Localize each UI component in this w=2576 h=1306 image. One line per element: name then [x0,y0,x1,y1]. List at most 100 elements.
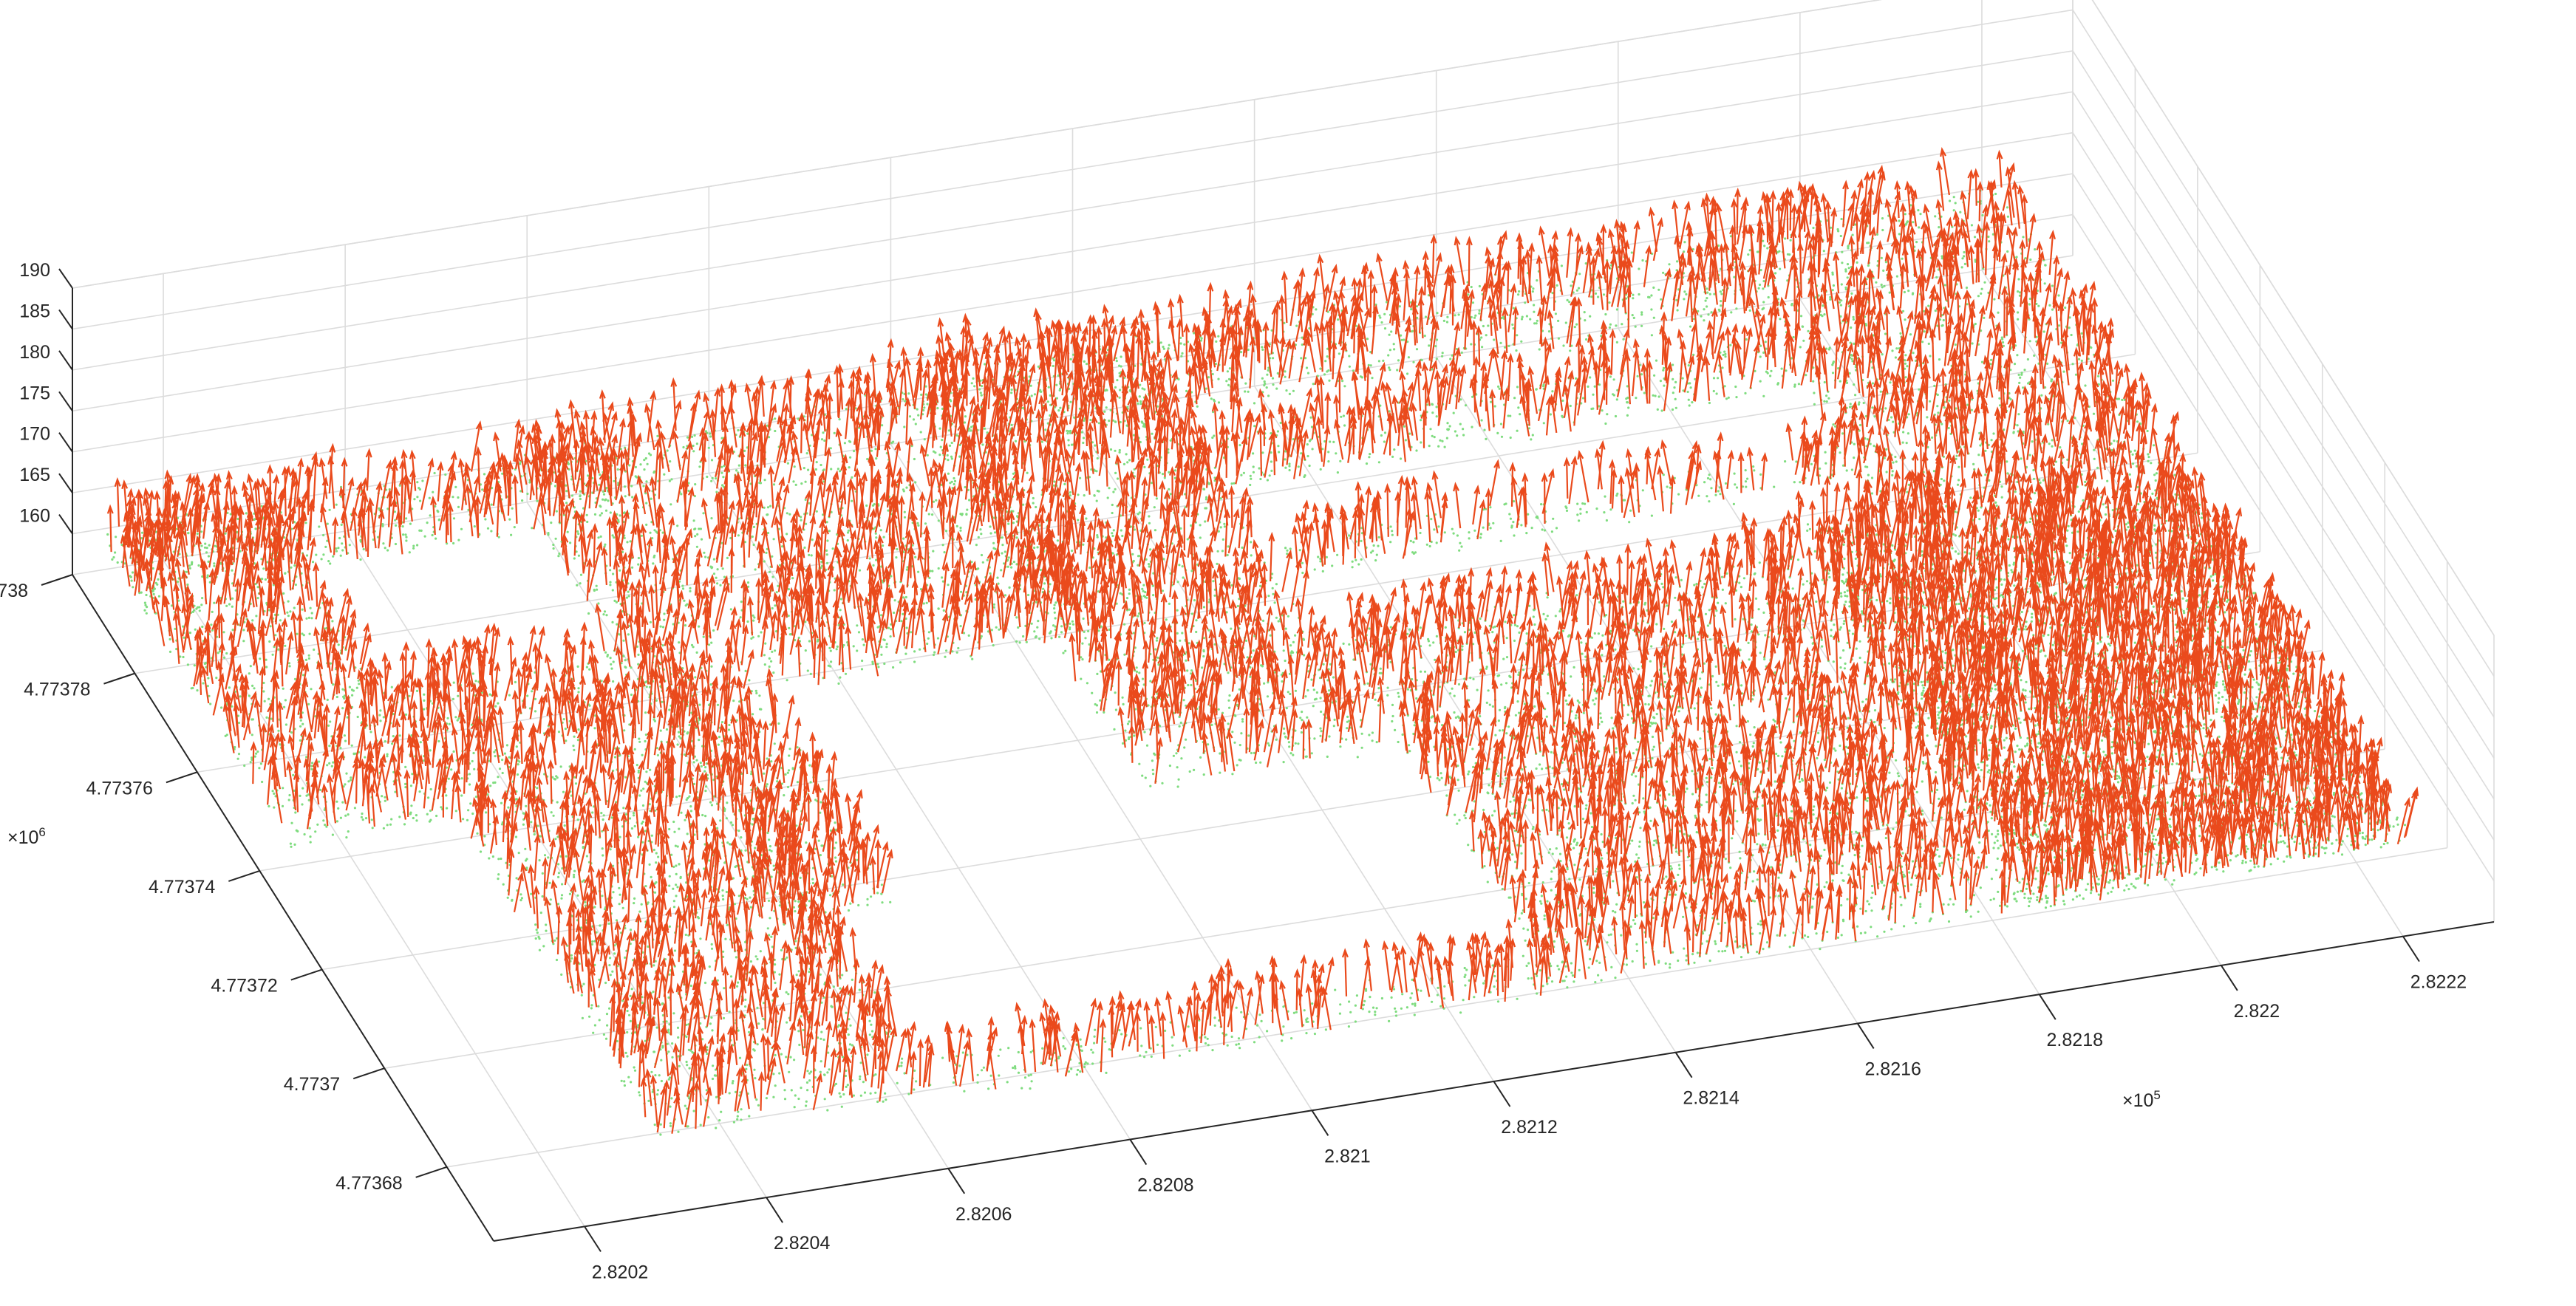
point [457,506,460,508]
point [563,718,565,720]
point [324,824,326,826]
point [519,899,522,901]
point [206,547,208,549]
point [386,549,389,551]
point [705,785,707,787]
point [633,814,635,816]
point [412,817,415,819]
point [273,807,275,809]
point [649,769,651,771]
point [432,534,434,536]
point [395,543,397,545]
point [737,830,740,832]
point [381,523,384,525]
point [429,749,432,751]
point [383,827,385,830]
point [344,734,346,736]
point [251,756,253,759]
point [534,923,536,926]
point [310,841,312,844]
point [319,789,321,791]
point [508,694,511,697]
point [356,687,358,689]
point [372,827,374,829]
point [412,545,415,547]
point [457,539,460,541]
point [483,473,485,475]
point [207,574,209,576]
point [262,567,265,570]
point [312,561,314,563]
point [405,517,407,519]
point [560,765,562,767]
point [347,780,350,782]
point [340,555,342,557]
point [611,816,613,818]
point [467,809,469,811]
point [591,940,593,943]
point [419,500,421,502]
point [383,716,385,718]
point [305,618,307,620]
point [305,795,307,797]
point [507,897,509,899]
point [359,539,361,541]
point [341,549,344,551]
point [242,640,245,642]
point [290,567,292,569]
point [642,787,644,790]
point [466,819,468,821]
point [402,525,404,527]
point [302,674,304,676]
point [339,747,341,749]
point [364,756,366,759]
point [630,929,632,931]
point [362,818,364,821]
point [309,827,311,830]
point [224,533,226,535]
point [645,734,647,736]
point [404,766,406,768]
point [228,603,231,605]
point [547,856,549,858]
point [668,885,670,887]
point [220,706,222,708]
point [341,688,344,691]
point [381,795,383,797]
point [410,804,412,807]
point [304,522,307,524]
point [115,536,117,538]
point [204,547,206,549]
point [266,561,268,563]
point [675,873,678,875]
point [638,794,641,796]
point [732,824,734,826]
point [511,507,514,510]
point [564,824,566,827]
point [726,891,728,893]
point [577,728,579,731]
point [600,812,602,814]
point [340,817,342,819]
point [131,580,133,582]
point [296,633,298,635]
point [497,878,499,880]
point [622,907,624,909]
point [492,855,494,858]
point [610,848,612,850]
point [409,523,412,525]
point [350,779,352,781]
point [222,631,225,633]
point [633,898,636,900]
point [290,843,292,845]
point [382,542,384,544]
point [335,504,338,506]
point [301,803,303,805]
point [618,887,620,889]
point [213,602,215,604]
point [726,801,728,804]
point [132,571,134,573]
point [711,804,713,806]
point [206,576,208,578]
point [310,688,312,690]
